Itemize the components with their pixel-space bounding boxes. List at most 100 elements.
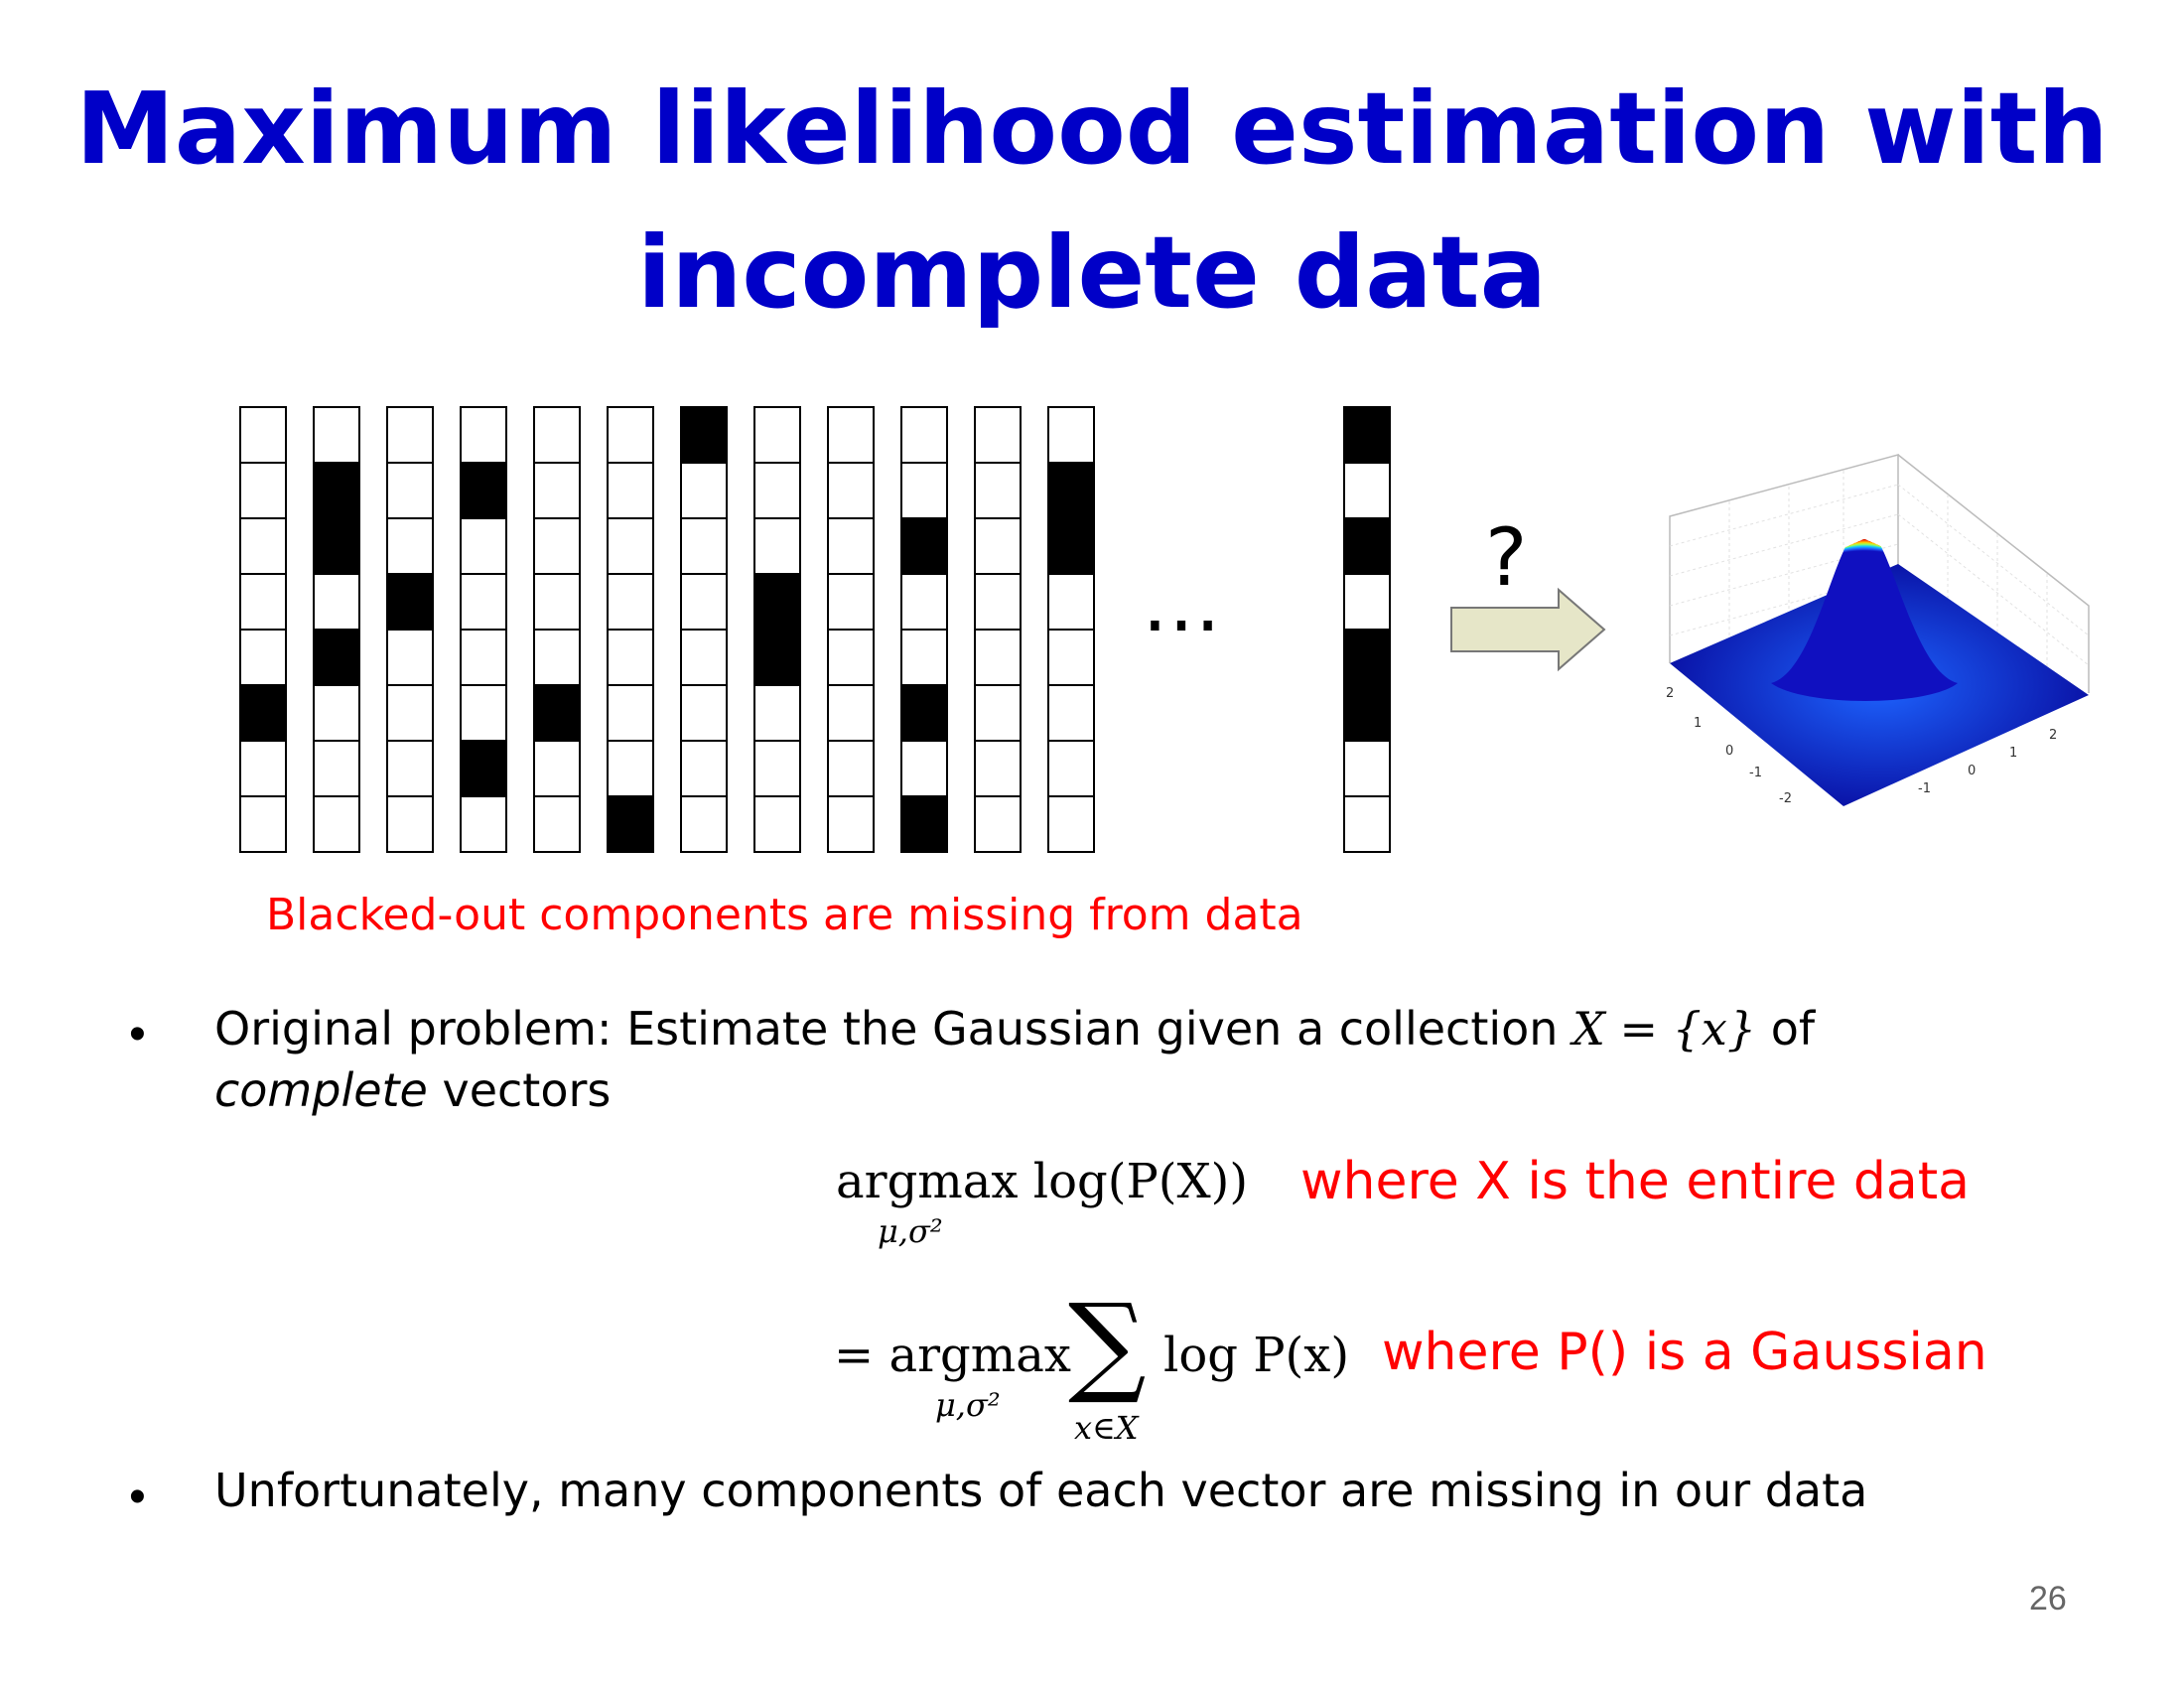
observed-component-cell bbox=[680, 573, 728, 631]
observed-component-cell bbox=[680, 684, 728, 742]
observed-component-cell bbox=[900, 629, 948, 686]
missing-component-cell bbox=[753, 629, 801, 686]
observed-component-cell bbox=[386, 795, 434, 853]
observed-component-cell bbox=[386, 517, 434, 575]
summation-symbol: ∑ bbox=[1068, 1280, 1147, 1407]
bullet-text: Original problem: Estimate the Gaussian … bbox=[214, 1002, 1573, 1055]
data-vector bbox=[900, 406, 948, 853]
observed-component-cell bbox=[386, 406, 434, 464]
title-line-1: Maximum likelihood estimation with bbox=[75, 70, 2109, 187]
observed-component-cell bbox=[1047, 684, 1095, 742]
missing-component-cell bbox=[313, 517, 360, 575]
observed-component-cell bbox=[386, 684, 434, 742]
data-vector bbox=[239, 406, 287, 853]
observed-component-cell bbox=[607, 517, 654, 575]
observed-component-cell bbox=[533, 406, 581, 464]
figure-caption: Blacked-out components are missing from … bbox=[266, 890, 1303, 940]
observed-component-cell bbox=[460, 795, 507, 853]
bullet-text: vectors bbox=[427, 1063, 612, 1117]
equation-1-subscript: μ,σ² bbox=[878, 1212, 943, 1250]
observed-component-cell bbox=[607, 462, 654, 519]
missing-component-cell bbox=[239, 684, 287, 742]
data-vector bbox=[974, 406, 1022, 853]
observed-component-cell bbox=[533, 629, 581, 686]
observed-component-cell bbox=[460, 517, 507, 575]
observed-component-cell bbox=[827, 684, 875, 742]
data-vector bbox=[607, 406, 654, 853]
equation-1: argmax log(P(X)) bbox=[836, 1154, 1249, 1209]
observed-component-cell bbox=[533, 517, 581, 575]
observed-component-cell bbox=[827, 406, 875, 464]
observed-component-cell bbox=[239, 462, 287, 519]
observed-component-cell bbox=[1047, 406, 1095, 464]
observed-component-cell bbox=[827, 573, 875, 631]
bullet-marker: • bbox=[129, 1471, 146, 1523]
question-mark: ? bbox=[1485, 511, 1528, 604]
missing-component-cell bbox=[1047, 517, 1095, 575]
observed-component-cell bbox=[607, 684, 654, 742]
missing-component-cell bbox=[1343, 406, 1391, 464]
equation-2-body: log P(x) bbox=[1163, 1328, 1350, 1383]
observed-component-cell bbox=[974, 684, 1022, 742]
x-tick-label: 0 bbox=[1968, 764, 1976, 778]
bullet-unfortunately: Unfortunately, many components of each v… bbox=[214, 1464, 1868, 1517]
observed-component-cell bbox=[900, 462, 948, 519]
data-vector bbox=[460, 406, 507, 853]
bullet-original-problem: Original problem: Estimate the Gaussian … bbox=[214, 998, 2041, 1121]
observed-component-cell bbox=[900, 573, 948, 631]
y-tick-label: -1 bbox=[1749, 766, 1762, 780]
equation-2-subscript: μ,σ² bbox=[935, 1386, 1001, 1424]
missing-component-cell bbox=[900, 684, 948, 742]
gaussian-surface-plot: 2 1 0 -1 -2 -1 0 1 2 bbox=[1666, 454, 2090, 806]
missing-component-cell bbox=[1343, 517, 1391, 575]
observed-component-cell bbox=[1343, 573, 1391, 631]
y-tick-label: 1 bbox=[1694, 716, 1702, 731]
observed-component-cell bbox=[1343, 462, 1391, 519]
observed-component-cell bbox=[386, 462, 434, 519]
summation-subscript: x∈X bbox=[1074, 1409, 1139, 1447]
observed-component-cell bbox=[680, 462, 728, 519]
y-tick-label: -2 bbox=[1779, 791, 1792, 806]
observed-component-cell bbox=[313, 406, 360, 464]
observed-component-cell bbox=[753, 406, 801, 464]
equation-2-note: where P() is a Gaussian bbox=[1382, 1323, 1987, 1382]
data-vector bbox=[386, 406, 434, 853]
observed-component-cell bbox=[239, 573, 287, 631]
observed-component-cell bbox=[239, 795, 287, 853]
observed-component-cell bbox=[313, 573, 360, 631]
observed-component-cell bbox=[680, 629, 728, 686]
missing-component-cell bbox=[1343, 629, 1391, 686]
observed-component-cell bbox=[607, 406, 654, 464]
observed-component-cell bbox=[533, 740, 581, 797]
x-tick-label: 1 bbox=[2009, 746, 2017, 761]
observed-component-cell bbox=[680, 517, 728, 575]
observed-component-cell bbox=[460, 629, 507, 686]
equation-2-prefix: = argmax bbox=[834, 1328, 1071, 1383]
observed-component-cell bbox=[313, 795, 360, 853]
observed-component-cell bbox=[533, 462, 581, 519]
observed-component-cell bbox=[313, 684, 360, 742]
missing-component-cell bbox=[460, 740, 507, 797]
emphasis-complete: complete bbox=[214, 1063, 428, 1117]
equation-1-note: where X is the entire data bbox=[1300, 1152, 1970, 1211]
data-vector bbox=[827, 406, 875, 853]
observed-component-cell bbox=[974, 795, 1022, 853]
observed-component-cell bbox=[607, 629, 654, 686]
data-vector bbox=[1343, 406, 1391, 853]
missing-component-cell bbox=[313, 462, 360, 519]
bullet-text: of bbox=[1756, 1002, 1816, 1055]
data-vector bbox=[753, 406, 801, 853]
observed-component-cell bbox=[1047, 573, 1095, 631]
observed-component-cell bbox=[239, 517, 287, 575]
page-number: 26 bbox=[2029, 1580, 2067, 1618]
observed-component-cell bbox=[1343, 795, 1391, 853]
observed-component-cell bbox=[1047, 740, 1095, 797]
missing-component-cell bbox=[1343, 684, 1391, 742]
observed-component-cell bbox=[753, 740, 801, 797]
observed-component-cell bbox=[1343, 740, 1391, 797]
data-vector bbox=[313, 406, 360, 853]
bullet-marker: • bbox=[129, 1008, 146, 1060]
observed-component-cell bbox=[827, 740, 875, 797]
y-tick-label: 0 bbox=[1725, 744, 1733, 759]
observed-component-cell bbox=[460, 573, 507, 631]
